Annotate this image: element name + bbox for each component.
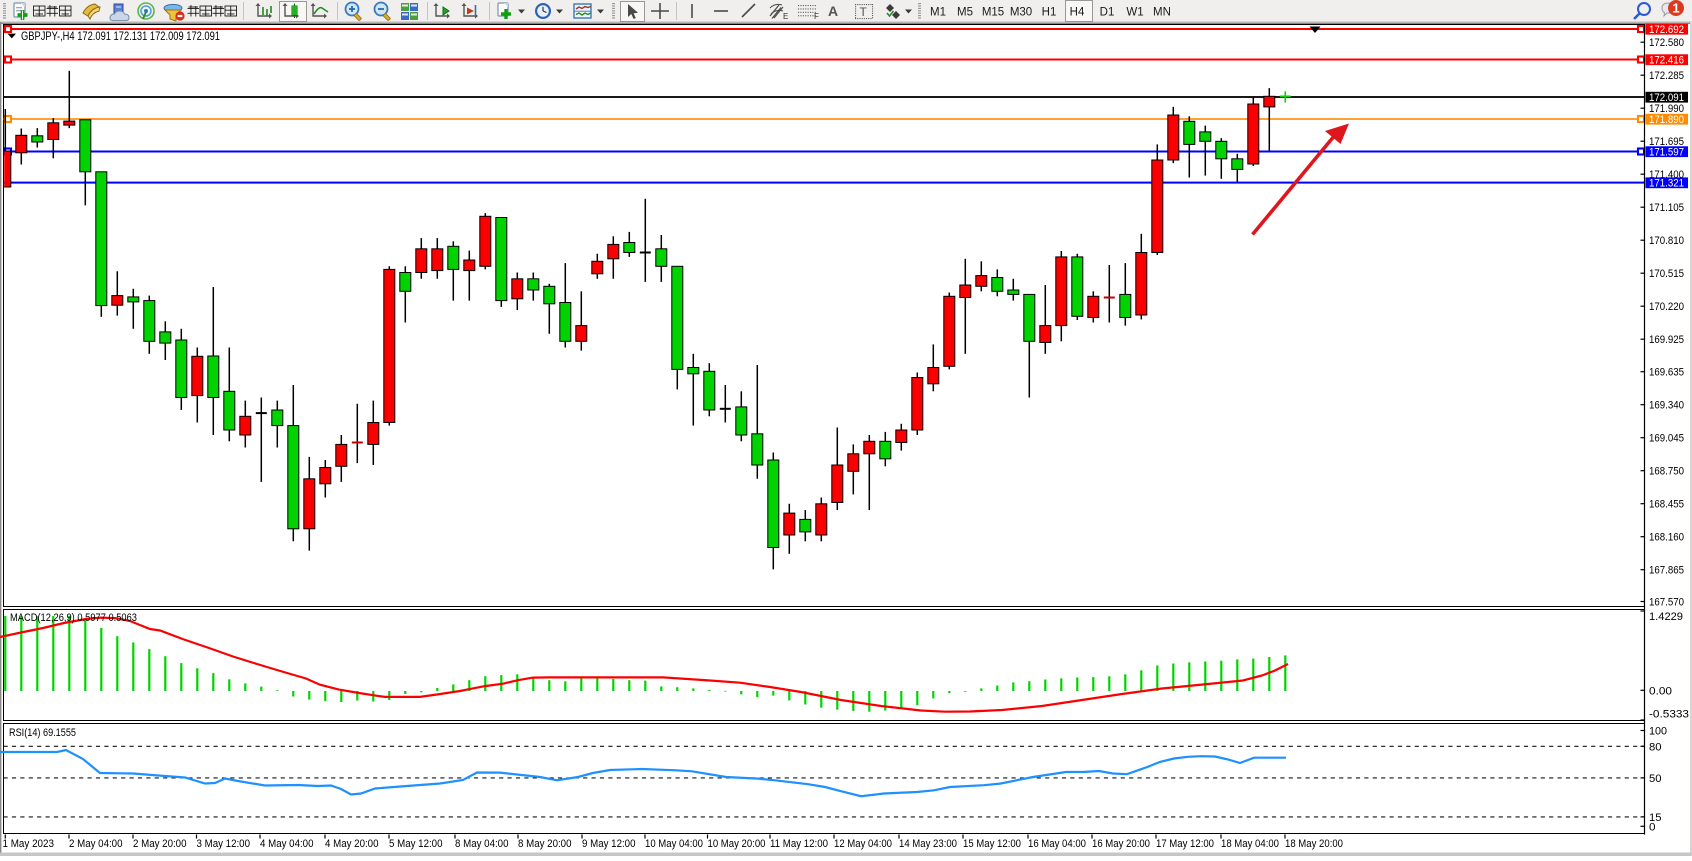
svg-text:MACD(12,26,9) 0.5977 0.5063: MACD(12,26,9) 0.5977 0.5063 [10, 612, 137, 624]
svg-text:4 May 04:00: 4 May 04:00 [260, 838, 314, 850]
svg-text:171.321: 171.321 [1649, 178, 1684, 190]
svg-text:171.105: 171.105 [1649, 202, 1684, 214]
svg-text:167.865: 167.865 [1649, 565, 1684, 577]
svg-text:172.580: 172.580 [1649, 37, 1684, 49]
svg-text:171.990: 171.990 [1649, 103, 1684, 115]
svg-text:A: A [828, 3, 838, 19]
svg-text:W1: W1 [1126, 7, 1143, 19]
svg-text:169.045: 169.045 [1649, 433, 1684, 445]
svg-text:171.695: 171.695 [1649, 136, 1684, 148]
svg-text:11 May 12:00: 11 May 12:00 [770, 838, 828, 850]
svg-text:15 May 12:00: 15 May 12:00 [963, 838, 1021, 850]
svg-text:17 May 12:00: 17 May 12:00 [1156, 838, 1214, 850]
svg-text:9 May 12:00: 9 May 12:00 [582, 838, 636, 850]
svg-text:-0.5333: -0.5333 [1649, 709, 1689, 721]
svg-text:8 May 20:00: 8 May 20:00 [518, 838, 572, 850]
svg-text:14 May 23:00: 14 May 23:00 [899, 838, 957, 850]
svg-text:0.00: 0.00 [1649, 686, 1672, 698]
svg-text:12 May 04:00: 12 May 04:00 [834, 838, 892, 850]
svg-text:172.091: 172.091 [1649, 92, 1684, 104]
svg-text:H4: H4 [1070, 7, 1085, 19]
svg-text:80: 80 [1649, 741, 1662, 753]
svg-text:171.597: 171.597 [1649, 147, 1684, 159]
svg-text:167.570: 167.570 [1649, 597, 1684, 609]
svg-text:170.515: 170.515 [1649, 268, 1684, 280]
svg-text:E: E [783, 12, 788, 21]
svg-text:MN: MN [1153, 7, 1171, 19]
svg-text:GBPJPY-,H4 172.091 172.131 17: GBPJPY-,H4 172.091 172.131 172.009 172.0… [21, 29, 220, 43]
svg-text:169.635: 169.635 [1649, 367, 1684, 379]
svg-text:18 May 20:00: 18 May 20:00 [1285, 838, 1343, 850]
svg-text:169.925: 169.925 [1649, 334, 1684, 346]
svg-text:168.750: 168.750 [1649, 466, 1684, 478]
svg-text:170.810: 170.810 [1649, 235, 1684, 247]
svg-text:18 May 04:00: 18 May 04:00 [1221, 838, 1279, 850]
svg-text:168.455: 168.455 [1649, 499, 1684, 511]
svg-text:M1: M1 [930, 7, 946, 19]
svg-text:1.4229: 1.4229 [1649, 611, 1683, 623]
svg-text:8 May 04:00: 8 May 04:00 [455, 838, 509, 850]
svg-text:16 May 20:00: 16 May 20:00 [1092, 838, 1150, 850]
svg-text:3 May 12:00: 3 May 12:00 [197, 838, 251, 850]
svg-text:10 May 04:00: 10 May 04:00 [645, 838, 703, 850]
svg-text:1 May 2023: 1 May 2023 [3, 838, 55, 850]
svg-text:16 May 04:00: 16 May 04:00 [1028, 838, 1086, 850]
svg-text:50: 50 [1649, 773, 1662, 785]
svg-text:2 May 04:00: 2 May 04:00 [69, 838, 123, 850]
svg-text:172.416: 172.416 [1649, 55, 1684, 67]
svg-text:4 May 20:00: 4 May 20:00 [325, 838, 379, 850]
svg-text:100: 100 [1649, 726, 1667, 738]
svg-text:T: T [860, 5, 868, 19]
svg-text:15: 15 [1649, 812, 1662, 824]
svg-text:10 May 20:00: 10 May 20:00 [708, 838, 766, 850]
svg-text:169.340: 169.340 [1649, 400, 1684, 412]
svg-text:172.285: 172.285 [1649, 70, 1684, 82]
svg-text:M15: M15 [982, 7, 1004, 19]
svg-text:1: 1 [1672, 1, 1679, 16]
svg-text:2 May 20:00: 2 May 20:00 [133, 838, 187, 850]
svg-text:H1: H1 [1042, 7, 1057, 19]
svg-text:170.220: 170.220 [1649, 301, 1684, 313]
svg-text:0: 0 [1649, 821, 1656, 833]
svg-text:171.890: 171.890 [1649, 114, 1684, 126]
svg-text:168.160: 168.160 [1649, 532, 1684, 544]
svg-text:M5: M5 [957, 7, 973, 19]
svg-text:5 May 12:00: 5 May 12:00 [389, 838, 443, 850]
svg-text:M30: M30 [1010, 7, 1032, 19]
svg-text:D1: D1 [1100, 7, 1115, 19]
svg-text:172.692: 172.692 [1649, 24, 1684, 36]
svg-text:RSI(14) 69.1555: RSI(14) 69.1555 [9, 727, 76, 739]
svg-text:F: F [814, 12, 819, 21]
